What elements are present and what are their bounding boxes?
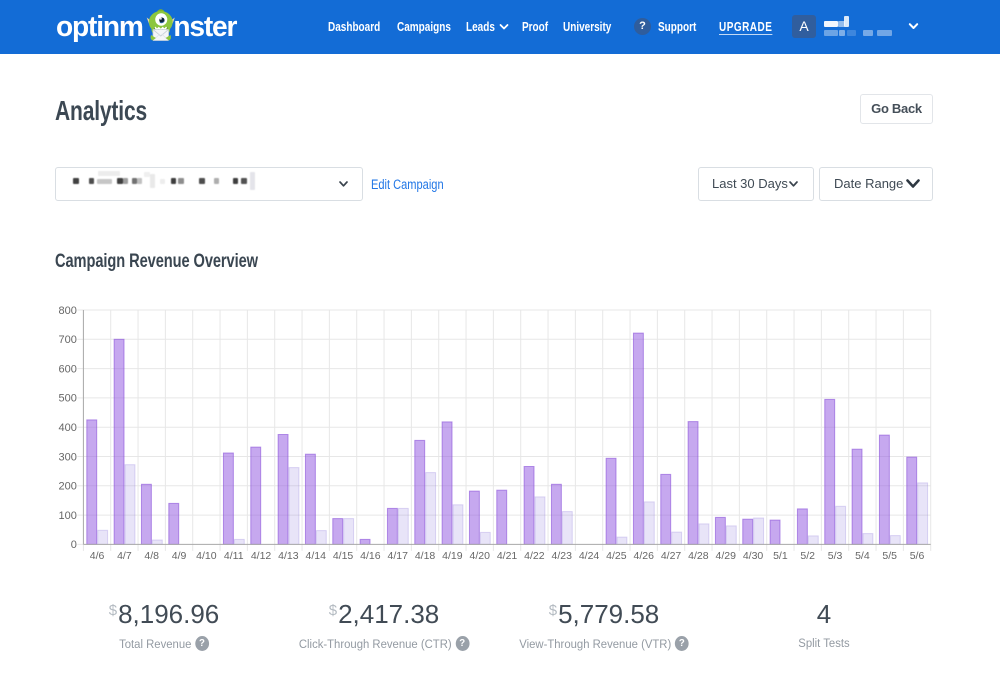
svg-text:4/19: 4/19 <box>442 550 463 562</box>
svg-text:5/6: 5/6 <box>910 550 925 562</box>
svg-text:4/10: 4/10 <box>196 550 217 562</box>
svg-text:600: 600 <box>59 363 77 375</box>
svg-text:4/17: 4/17 <box>388 550 409 562</box>
svg-text:5/3: 5/3 <box>828 550 843 562</box>
svg-text:500: 500 <box>59 393 77 405</box>
svg-text:4/20: 4/20 <box>470 550 491 562</box>
svg-text:4/11: 4/11 <box>224 550 244 562</box>
svg-text:5/5: 5/5 <box>882 550 897 562</box>
svg-text:4/13: 4/13 <box>278 550 299 562</box>
svg-text:4/18: 4/18 <box>415 550 436 562</box>
svg-text:4/14: 4/14 <box>306 550 327 562</box>
svg-text:5/1: 5/1 <box>773 550 788 562</box>
svg-text:5/4: 5/4 <box>855 550 870 562</box>
svg-text:4/9: 4/9 <box>172 550 187 562</box>
svg-text:200: 200 <box>59 481 77 493</box>
svg-text:5/2: 5/2 <box>800 550 815 562</box>
svg-text:4/24: 4/24 <box>579 550 600 562</box>
svg-text:4/25: 4/25 <box>606 550 627 562</box>
svg-text:100: 100 <box>59 510 77 522</box>
svg-text:4/23: 4/23 <box>551 550 572 562</box>
svg-text:4/30: 4/30 <box>743 550 764 562</box>
svg-text:4/6: 4/6 <box>90 550 105 562</box>
svg-text:4/16: 4/16 <box>360 550 381 562</box>
svg-text:700: 700 <box>59 334 77 346</box>
svg-text:0: 0 <box>71 539 77 551</box>
svg-text:4/28: 4/28 <box>688 550 709 562</box>
svg-text:300: 300 <box>59 451 77 463</box>
svg-text:4/26: 4/26 <box>633 550 654 562</box>
svg-text:4/8: 4/8 <box>144 550 159 562</box>
svg-text:800: 800 <box>59 305 77 317</box>
svg-text:4/21: 4/21 <box>497 550 518 562</box>
svg-text:4/7: 4/7 <box>117 550 132 562</box>
svg-text:4/27: 4/27 <box>661 550 682 562</box>
svg-text:4/29: 4/29 <box>715 550 736 562</box>
svg-text:4/22: 4/22 <box>524 550 545 562</box>
svg-text:400: 400 <box>59 422 77 434</box>
svg-text:4/15: 4/15 <box>333 550 354 562</box>
svg-text:4/12: 4/12 <box>251 550 272 562</box>
